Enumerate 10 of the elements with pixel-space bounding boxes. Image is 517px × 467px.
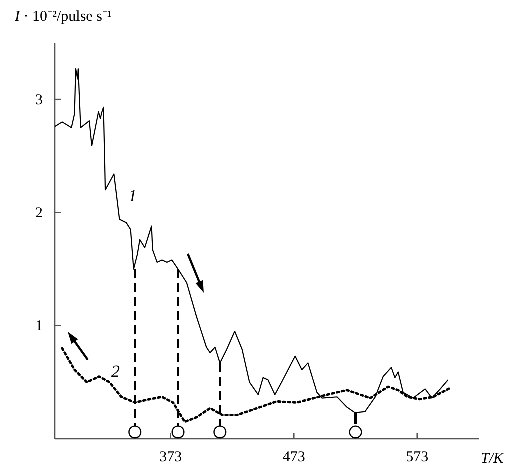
y-axis-title: I · 10⁻²/pulse s⁻¹ [14,9,112,25]
x-tick-label: 373 [160,450,182,466]
y-tick-label: 1 [36,318,43,335]
y-tick-label: 3 [36,92,43,108]
series-label: 2 [112,362,121,381]
x-tick-label: 573 [406,450,429,466]
x-axis-title: T/K [481,451,505,467]
y-tick-label: 2 [36,206,43,222]
x-tick-label: 473 [282,450,306,466]
series-label: 1 [128,186,137,206]
